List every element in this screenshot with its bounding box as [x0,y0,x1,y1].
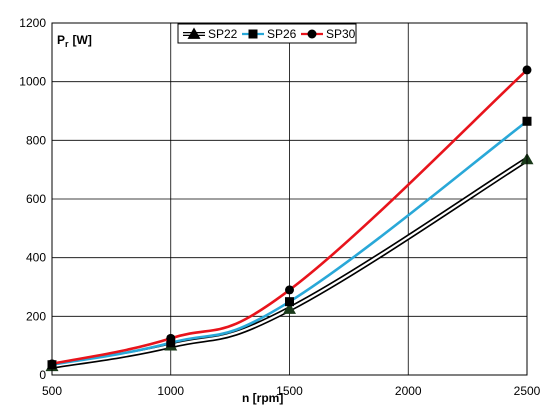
grid [51,22,528,376]
plot-area-frame [51,22,528,376]
series-line-inner [51,158,528,368]
series-line [51,120,528,367]
data-point [283,302,296,314]
x-tick-label: 1000 [157,384,184,398]
legend-item-sp30: SP30 [301,27,356,41]
x-axis-ticks: 500 1000 1500 2000 2500 [42,384,541,398]
series-layer [45,65,534,372]
y-tick-label: 1000 [19,75,46,89]
x-tick-label: 1500 [276,384,303,398]
y-tick-label: 600 [26,192,46,206]
y-axis-label-unit: [W] [73,33,92,47]
y-tick-label: 1200 [19,16,46,30]
legend: SP22 SP26 SP30 [177,23,357,44]
data-point [285,297,294,307]
legend-label: SP22 [208,27,238,41]
y-axis-label-main: P [57,33,65,47]
legend-marker [187,27,201,39]
legend-item-sp22: SP22 [183,27,238,41]
legend-marker [307,29,317,39]
y-axis-label: Pr [W] [57,33,92,49]
legend-label: SP26 [267,27,297,41]
y-tick-label: 400 [26,251,46,265]
data-point [285,285,294,295]
y-tick-label: 0 [39,368,46,382]
legend-label: SP30 [326,27,356,41]
legend-marker [248,29,258,39]
x-tick-label: 2000 [395,384,422,398]
x-tick-label: 2500 [514,384,541,398]
legend-item-sp26: SP26 [242,27,297,41]
y-tick-label: 200 [26,309,46,323]
x-tick-label: 500 [42,384,62,398]
data-point [166,333,176,343]
series-line [51,68,528,366]
y-tick-label: 800 [26,133,46,147]
y-axis-ticks: 0 200 400 600 800 1000 1200 [19,16,46,382]
y-axis-label-sub: r [65,39,69,49]
x-axis-label: n [rpm] [242,391,283,405]
